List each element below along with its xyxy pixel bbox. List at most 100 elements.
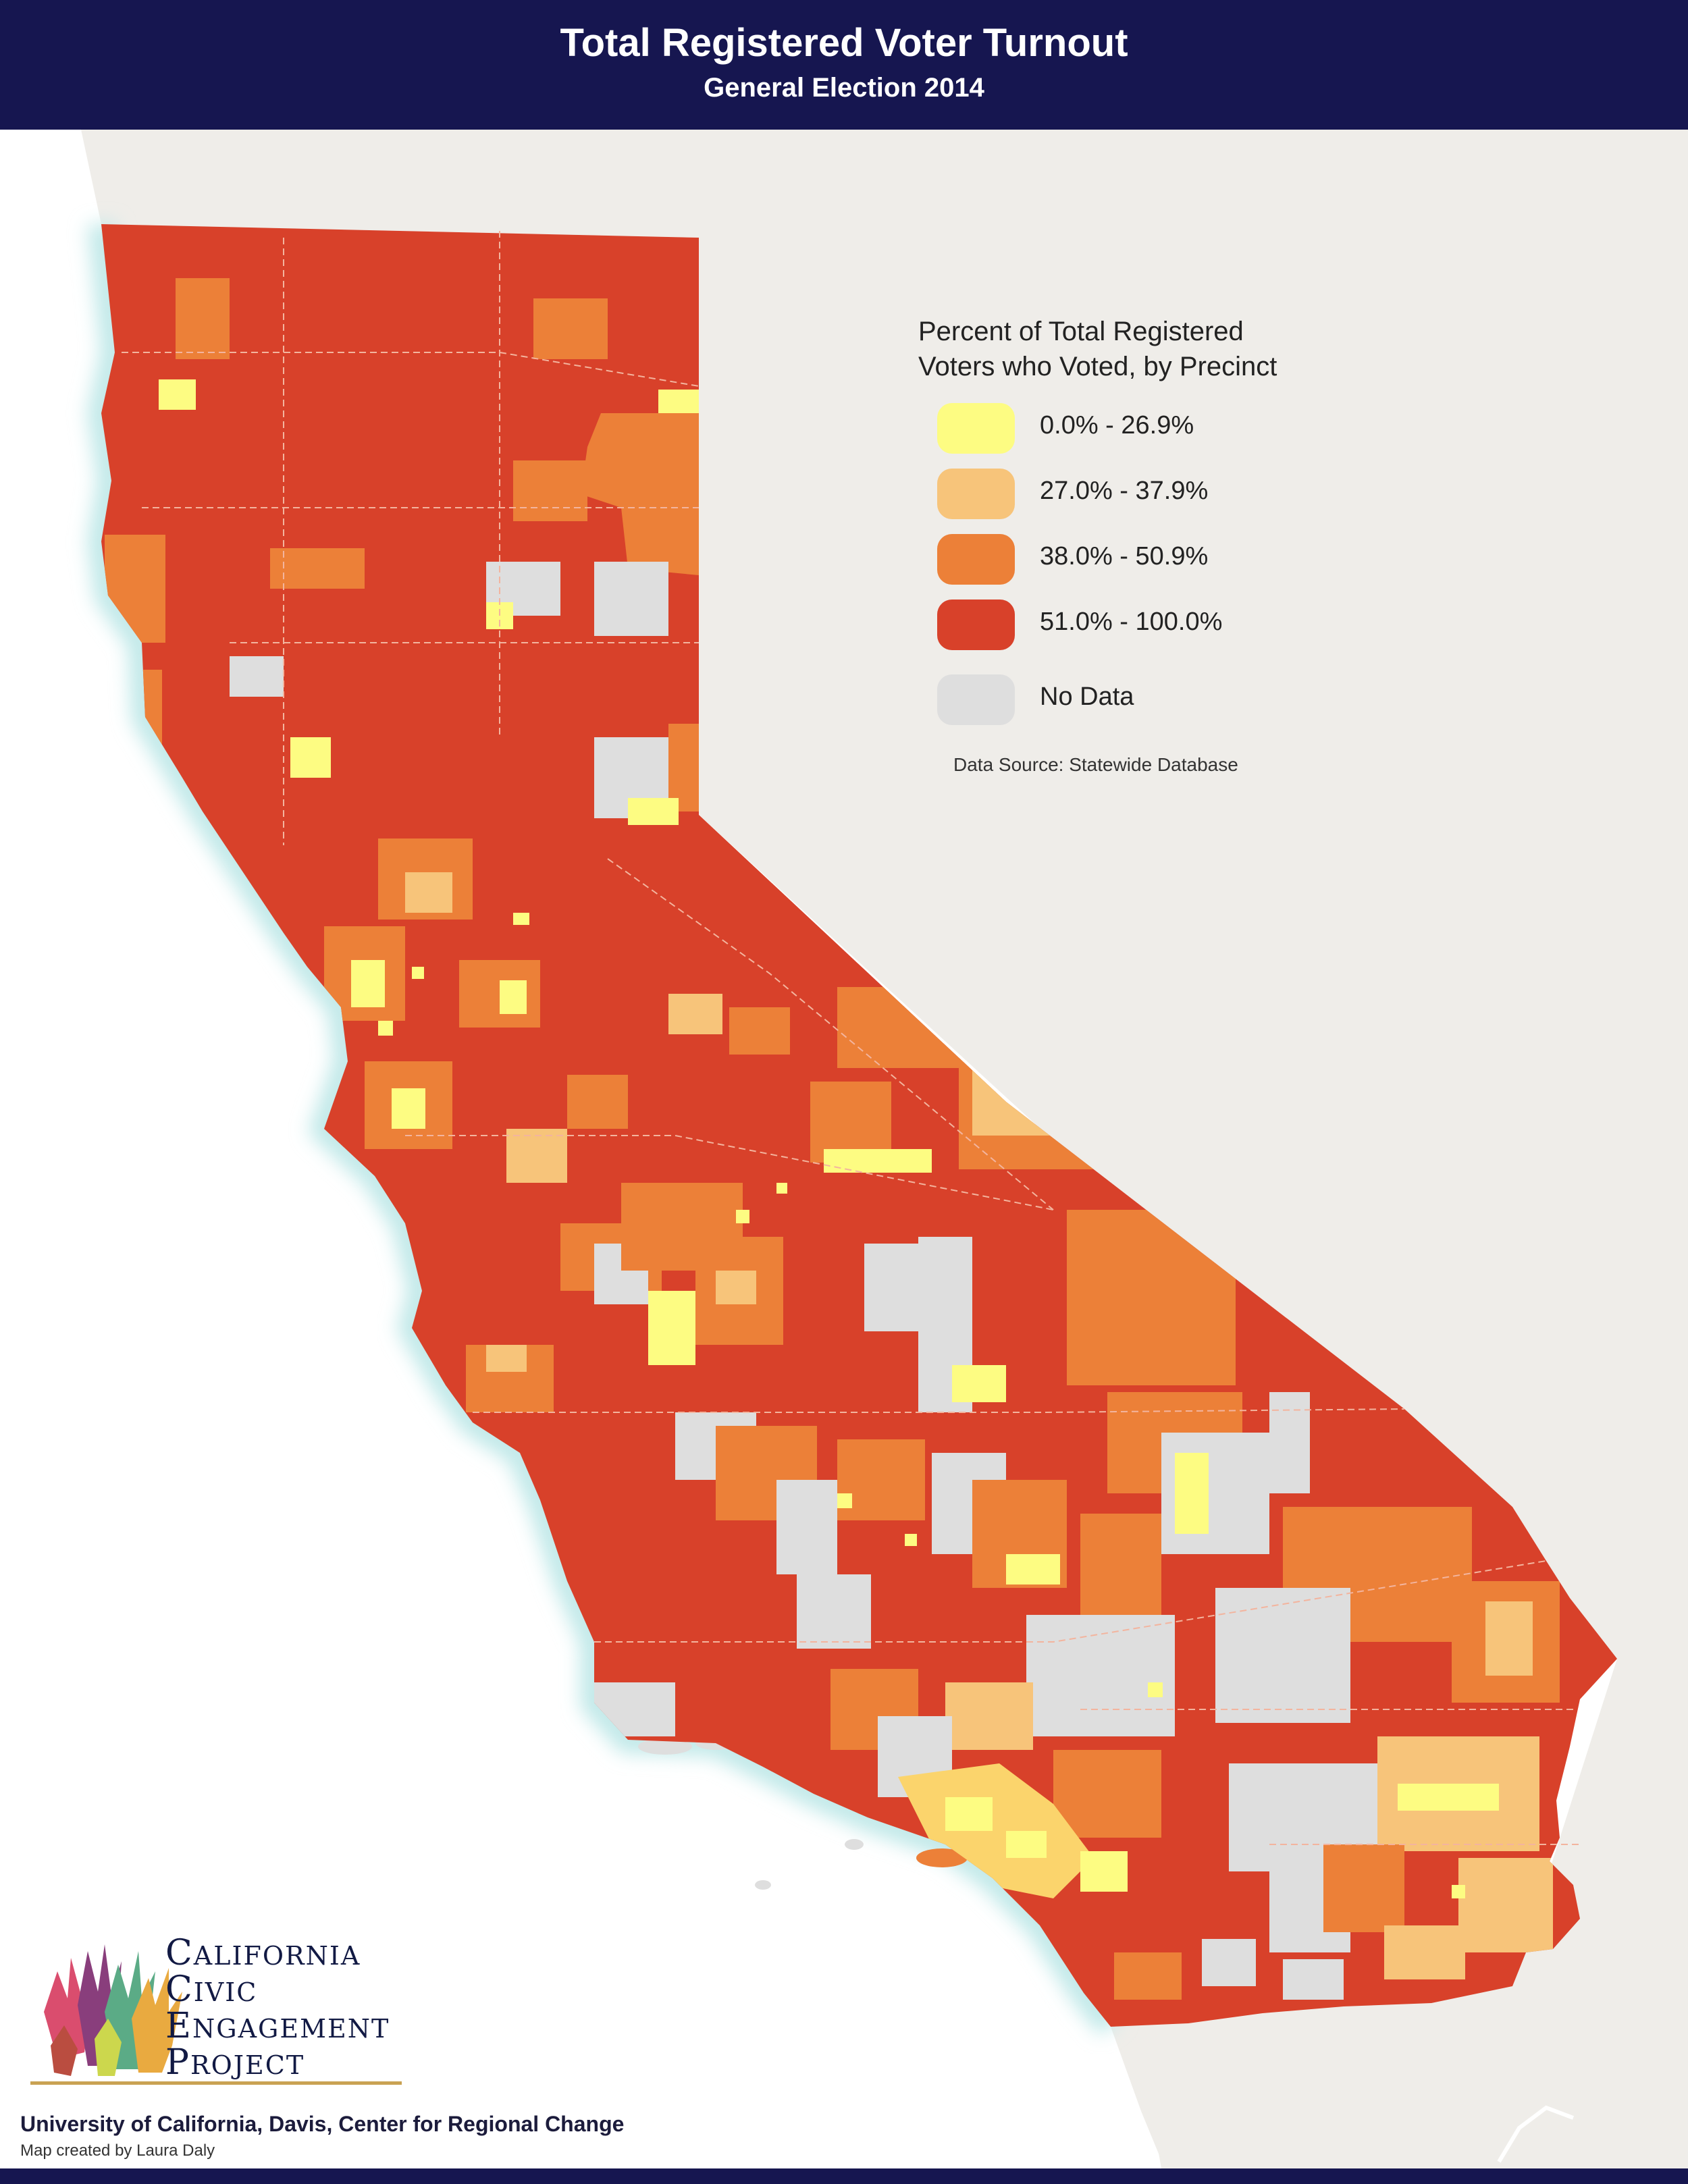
precinct-nodata bbox=[776, 1480, 837, 1574]
precinct-low bbox=[405, 872, 452, 913]
map-title: Total Registered Voter Turnout bbox=[560, 21, 1128, 65]
precinct-patches bbox=[105, 278, 1560, 2000]
urban-speckle bbox=[513, 913, 529, 925]
precinct-low bbox=[1006, 1831, 1047, 1858]
legend-swatch bbox=[937, 469, 1015, 519]
map-legend: Percent of Total Registered Voters who V… bbox=[918, 314, 1337, 775]
legend-label: No Data bbox=[1040, 683, 1134, 711]
urban-speckle bbox=[776, 1183, 787, 1194]
precinct-low bbox=[1175, 1453, 1209, 1534]
urban-speckle bbox=[378, 1021, 393, 1036]
precinct-mid bbox=[1114, 1952, 1182, 2000]
precinct-low bbox=[716, 1271, 756, 1304]
logo-cap: E bbox=[165, 2006, 192, 2046]
precinct-nodata bbox=[1269, 1392, 1310, 1493]
legend-swatch bbox=[937, 674, 1015, 725]
oregon-land bbox=[81, 130, 1688, 2168]
precinct-low bbox=[648, 1291, 695, 1365]
precinct-nodata bbox=[1026, 1615, 1175, 1736]
legend-item: No Data bbox=[918, 674, 1337, 740]
legend-label: 0.0% - 26.9% bbox=[1040, 411, 1194, 440]
precinct-low bbox=[392, 1088, 425, 1129]
legend-item: 27.0% - 37.9% bbox=[918, 469, 1337, 534]
county-boundaries bbox=[122, 231, 1580, 1845]
logo-cap: C bbox=[165, 1933, 194, 1973]
legend-label: 51.0% - 100.0% bbox=[1040, 608, 1223, 636]
urban-speckle bbox=[736, 1210, 749, 1223]
precinct-mid bbox=[176, 278, 230, 359]
logo-word: IVIC bbox=[193, 1977, 258, 2007]
logo-divider bbox=[30, 2081, 402, 2085]
precinct-mid bbox=[533, 298, 608, 359]
precinct-low bbox=[1485, 1601, 1533, 1676]
precinct-low bbox=[290, 737, 331, 778]
credit-organization: University of California, Davis, Center … bbox=[20, 2112, 625, 2136]
logo-cap: P bbox=[165, 2042, 190, 2083]
header-bar: Total Registered Voter Turnout General E… bbox=[0, 0, 1688, 130]
precinct-low bbox=[1006, 1554, 1060, 1584]
precinct-low bbox=[952, 1365, 1006, 1402]
precinct-low bbox=[824, 1149, 932, 1173]
ccep-logo-hands-icon bbox=[44, 1944, 182, 2076]
precinct-low bbox=[351, 960, 385, 1007]
map-subtitle: General Election 2014 bbox=[704, 73, 984, 103]
california-map[interactable] bbox=[0, 130, 1688, 2168]
precinct-mid bbox=[668, 724, 699, 811]
precinct-mid bbox=[1323, 1844, 1404, 1932]
precinct-mid bbox=[1053, 1750, 1161, 1838]
legend-title: Percent of Total Registered Voters who V… bbox=[918, 314, 1337, 384]
legend-title-line1: Percent of Total Registered bbox=[918, 317, 1244, 346]
urban-speckle bbox=[1452, 1885, 1465, 1898]
legend-swatch bbox=[937, 403, 1015, 454]
precinct-nodata bbox=[1202, 1939, 1256, 1986]
precinct-mid bbox=[668, 994, 722, 1034]
ccep-logo-text: CALIFORNIA CIVIC ENGAGEMENT PROJECT bbox=[165, 1936, 390, 2082]
channel-island bbox=[755, 1880, 771, 1890]
precinct-nodata bbox=[1283, 1959, 1344, 2000]
logo-word: NGAGEMENT bbox=[192, 2014, 390, 2044]
legend-title-line2: Voters who Voted, by Precinct bbox=[918, 352, 1277, 381]
precinct-mid bbox=[1080, 1514, 1161, 1615]
precinct-nodata bbox=[1215, 1588, 1350, 1723]
precinct-nodata bbox=[594, 562, 668, 636]
precinct-low bbox=[1384, 1925, 1465, 1979]
precinct-mid bbox=[270, 548, 365, 589]
baja-land bbox=[1111, 1986, 1688, 2168]
precinct-low bbox=[1080, 1851, 1128, 1892]
precinct-low bbox=[628, 798, 679, 825]
precinct-mid bbox=[729, 1007, 790, 1055]
logo-word: ALIFORNIA bbox=[193, 1941, 361, 1971]
urban-speckle bbox=[905, 1534, 917, 1546]
legend-swatch bbox=[937, 600, 1015, 650]
urban-speckle bbox=[837, 1493, 852, 1508]
catalina-island bbox=[916, 1848, 968, 1867]
precinct-nodata bbox=[230, 656, 284, 697]
precinct-low bbox=[159, 379, 196, 410]
precinct-low bbox=[500, 980, 527, 1014]
channel-island bbox=[638, 1738, 692, 1755]
precinct-low bbox=[486, 1345, 527, 1372]
credit-author: Map created by Laura Daly bbox=[20, 2141, 215, 2160]
logo-word: ROJECT bbox=[190, 2050, 305, 2080]
precinct-low bbox=[945, 1682, 1033, 1750]
precinct-low bbox=[1398, 1784, 1499, 1811]
precinct-mid bbox=[581, 413, 699, 575]
data-source-note: Data Source: Statewide Database bbox=[953, 754, 1238, 775]
legend-item: 51.0% - 100.0% bbox=[918, 600, 1337, 665]
precinct-low bbox=[945, 1797, 993, 1831]
precinct-mid bbox=[506, 1129, 567, 1183]
legend-swatch bbox=[937, 534, 1015, 585]
legend-label: 38.0% - 50.9% bbox=[1040, 542, 1209, 570]
precinct-mid bbox=[567, 1075, 628, 1129]
river-feature bbox=[1497, 2105, 1575, 2163]
precinct-nodata bbox=[797, 1574, 871, 1649]
urban-speckle bbox=[412, 967, 424, 979]
channel-island bbox=[845, 1839, 864, 1850]
precinct-mid bbox=[513, 460, 587, 521]
legend-label: 27.0% - 37.9% bbox=[1040, 477, 1209, 505]
legend-item: 38.0% - 50.9% bbox=[918, 534, 1337, 600]
logo-cap: C bbox=[165, 1969, 194, 2010]
urban-speckle bbox=[1148, 1682, 1163, 1697]
precinct-low bbox=[1458, 1858, 1553, 1952]
precinct-low bbox=[658, 390, 699, 417]
